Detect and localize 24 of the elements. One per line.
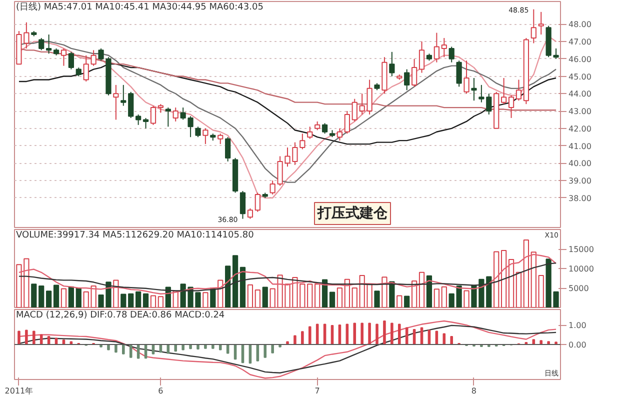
y-tick-label: 1.00 xyxy=(568,321,586,330)
y-tick-label: 43.00 xyxy=(568,107,592,116)
y-tick-label: 44.00 xyxy=(568,90,592,99)
y-tick-label: 39.00 xyxy=(568,176,592,186)
y-tick-label: 5000 xyxy=(568,284,589,293)
y-tick-label: 47.00 xyxy=(568,37,592,46)
y-tick-label: 40.00 xyxy=(568,159,592,168)
y-tick-label: 45.00 xyxy=(568,72,592,82)
x-tick-label: 7 xyxy=(314,386,320,396)
annotation: 打压式建仓 xyxy=(316,206,388,222)
chart-title: MACD (12,26,9) DIF:0.78 DEA:0.86 MACD:0.24 xyxy=(16,310,225,320)
y-tick-label: 38.00 xyxy=(568,194,592,203)
chart-title: (日线) MA5:47.01 MA10:45.41 MA30:44.95 MA60:43.05 xyxy=(16,2,264,12)
x-tick-label: 8 xyxy=(471,386,477,396)
y-tick-label: 0.00 xyxy=(568,340,586,350)
y-tick-label: 15000 xyxy=(568,245,594,254)
y-tick-label: 41.00 xyxy=(568,142,592,151)
x-tick-label: 2011年 xyxy=(4,386,34,396)
x-tick-label: 6 xyxy=(158,386,164,396)
y-tick-label: 10000 xyxy=(568,264,594,274)
y-tick-label: 42.00 xyxy=(568,124,592,134)
y-tick-label: 48.00 xyxy=(568,20,592,30)
chart-title: VOLUME:39917.34 MA5:112629.20 MA10:114105.80 xyxy=(16,230,254,240)
y-tick-label: 46.00 xyxy=(568,54,592,64)
